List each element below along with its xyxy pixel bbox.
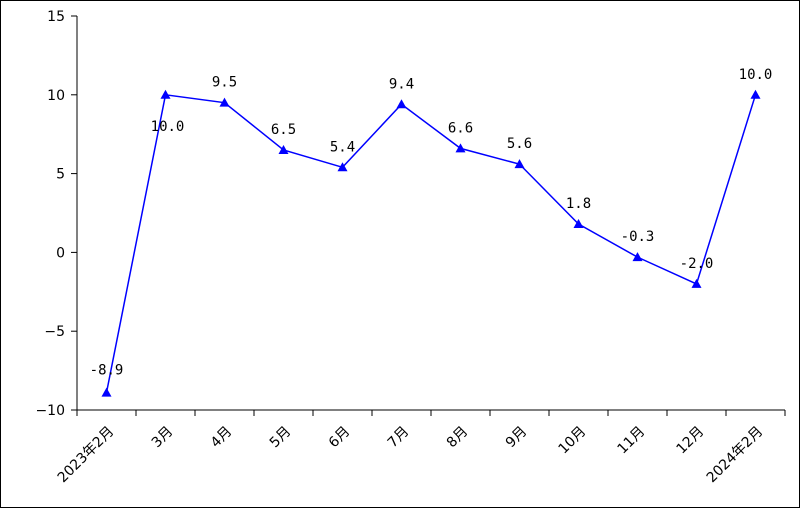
x-category-label: 4月 [208,424,236,452]
data-point-marker [160,89,171,99]
data-point-marker [750,89,761,99]
data-label: 5.4 [330,139,355,155]
data-label: 5.6 [507,136,532,152]
data-point-marker [455,143,466,153]
data-label: 6.6 [448,120,473,136]
data-label: -8.9 [90,363,124,379]
data-label: 1.8 [566,196,591,212]
y-tick-label: 5 [56,167,65,183]
x-category-label: 2023年2月 [55,424,118,487]
data-label: 6.5 [271,122,296,138]
x-category-label: 10月 [556,424,590,458]
data-label: 10.0 [151,119,185,135]
x-category-label: 9月 [503,424,531,452]
x-category-label: 6月 [326,424,354,452]
data-labels: -8.9 10.0 9.5 6.5 5.4 9.4 6.6 5.6 1.8 -0.3 -2.0 10.… [90,67,773,379]
data-point-marker [101,387,112,397]
y-tick-label: 0 [56,245,65,261]
data-point-marker [691,278,702,288]
series-layer [101,89,761,397]
x-category-label: 11月 [615,424,649,458]
x-category-label: 12月 [674,424,708,458]
x-category-label: 2024年2月 [704,424,767,487]
data-label: -0.3 [621,229,655,245]
y-ticks: 15 10 5 0 −5 −10 [35,9,77,419]
y-tick-label: −10 [35,403,65,419]
data-label: 9.5 [212,75,237,91]
y-tick-label: 15 [47,9,65,25]
data-label: 10.0 [739,67,773,83]
data-point-marker [514,159,525,169]
data-label: -2.0 [680,256,714,272]
data-point-marker [632,252,643,262]
data-point-marker [278,144,289,154]
y-tick-label: −5 [44,324,65,340]
data-point-marker [337,162,348,172]
series-line [105,93,757,393]
data-point-marker [219,97,230,107]
x-category-label: 8月 [444,424,472,452]
x-category-label: 3月 [149,424,177,452]
data-point-marker [573,219,584,229]
x-category-label: 7月 [385,424,413,452]
data-point-marker [396,99,407,109]
x-category-label: 5月 [267,424,295,452]
data-label: 9.4 [389,76,414,92]
y-tick-label: 10 [47,88,65,104]
axes [76,16,785,411]
